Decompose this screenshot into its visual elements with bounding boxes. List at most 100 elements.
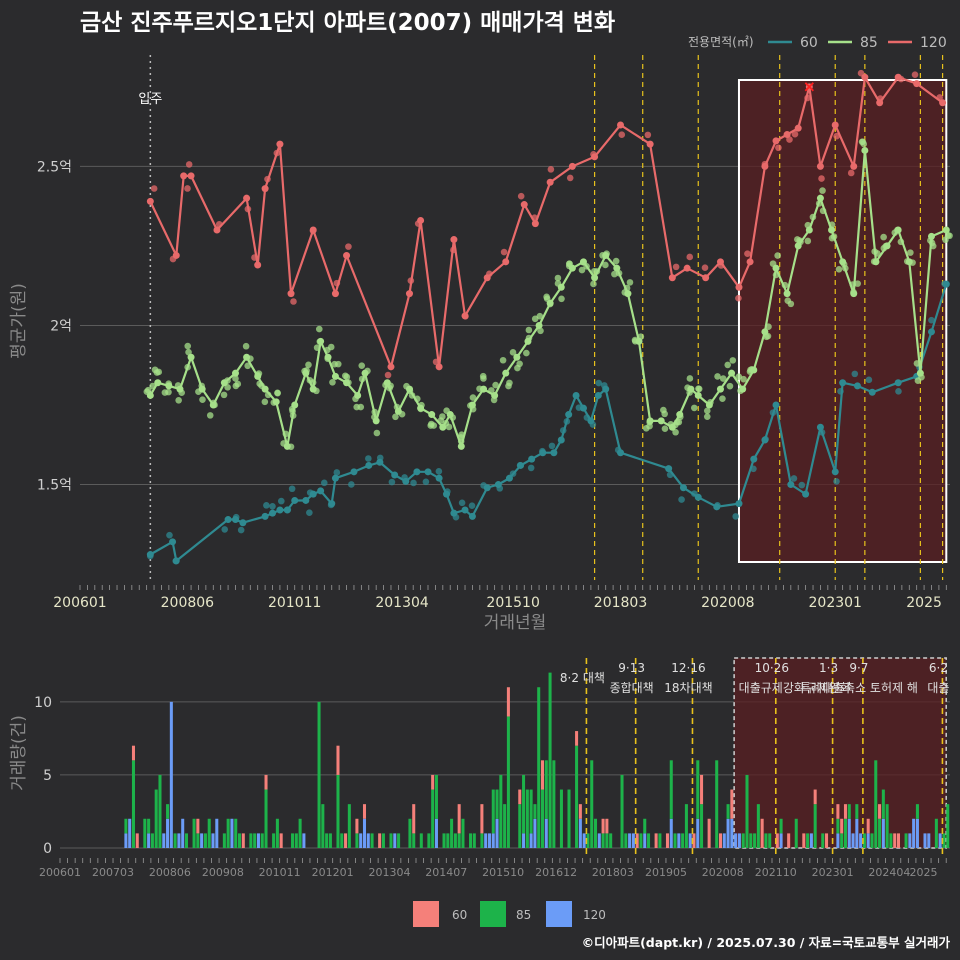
- scatter-point-60: [458, 499, 466, 507]
- volume-bar-60: [279, 833, 283, 848]
- volume-bar-60: [866, 818, 870, 834]
- volume-bar-85: [885, 804, 889, 848]
- scatter-point-120: [500, 248, 508, 256]
- volume-bar-85: [147, 818, 151, 834]
- volume-bar-85: [684, 804, 688, 848]
- volume-bar-120: [915, 818, 919, 848]
- volume-bar-85: [594, 818, 598, 848]
- scatter-point-60: [388, 478, 396, 486]
- main-x-tick-label: 202301: [809, 595, 862, 611]
- volume-bar-85: [870, 833, 874, 848]
- scatter-point-60: [348, 481, 355, 488]
- volume-bar-85: [192, 818, 196, 848]
- volume-bar-60: [506, 687, 510, 717]
- volume-bar-85: [472, 833, 476, 848]
- volume-bar-85: [184, 833, 189, 848]
- scatter-point-85: [244, 362, 251, 370]
- scatter-point-120: [791, 130, 799, 138]
- main-x-tick-label: 201803: [594, 595, 647, 611]
- volume-bar-60: [540, 760, 545, 790]
- policy-name-label: 8·2 대책: [560, 670, 605, 685]
- scatter-point-120: [735, 294, 742, 302]
- volume-bar-120: [166, 818, 170, 848]
- volume-bar-60: [362, 804, 367, 819]
- volume-bar-60: [700, 774, 704, 805]
- scatter-point-85: [794, 236, 801, 243]
- volume-bar-120: [128, 818, 132, 848]
- scatter-point-120: [818, 175, 825, 182]
- scatter-point-85: [353, 403, 361, 411]
- volume-bar-85: [840, 833, 844, 848]
- volume-bar-120: [362, 818, 367, 848]
- volume-bar-85: [768, 833, 772, 848]
- policy-date-label: 12·16: [671, 661, 705, 675]
- volume-bar-85: [605, 833, 609, 848]
- scatter-point-60: [678, 496, 685, 503]
- scatter-point-60: [928, 316, 935, 324]
- bar-x-tick-label: 201612: [535, 866, 577, 879]
- volume-bar-85: [764, 833, 768, 848]
- scatter-point-85: [724, 361, 732, 369]
- volume-bar-85: [355, 833, 359, 848]
- volume-chart: 0 5 10 8·2 대책 9·13 종합대책 12·16 18차대책 10·26 대출규제강화 1…: [34, 657, 950, 879]
- scatter-point-85: [525, 326, 533, 334]
- main-x-tick-label: 2025: [906, 595, 942, 611]
- volume-bar-85: [639, 833, 643, 848]
- volume-bar-85: [934, 818, 938, 848]
- volume-bar-120: [734, 833, 738, 848]
- bar-x-tick-label: 200908: [202, 866, 244, 879]
- scatter-point-60: [865, 376, 873, 384]
- scatter-point-85: [880, 233, 887, 241]
- volume-bar-85: [889, 833, 893, 848]
- scatter-point-85: [165, 388, 172, 396]
- volume-bar-85: [813, 804, 817, 848]
- volume-bar-60: [787, 833, 791, 848]
- volume-bar-85: [249, 833, 253, 848]
- volume-bar-85: [624, 833, 628, 848]
- scatter-point-60: [422, 478, 430, 486]
- volume-bar-85: [673, 833, 677, 848]
- scatter-point-85: [329, 379, 336, 386]
- volume-bar-120: [847, 818, 851, 848]
- volume-bar-85: [643, 818, 647, 834]
- volume-bar-85: [272, 833, 276, 848]
- scatter-point-60: [435, 468, 443, 475]
- volume-bar-60: [825, 833, 829, 848]
- scatter-point-85: [695, 385, 703, 393]
- volume-bar-85: [203, 833, 207, 848]
- scatter-point-60: [263, 502, 270, 509]
- bar-x-tick-label: 201304: [368, 866, 410, 879]
- scatter-point-120: [290, 298, 297, 305]
- series-line-120: [149, 76, 944, 368]
- volume-bar-120: [737, 833, 741, 848]
- volume-bar-60: [843, 804, 847, 819]
- scatter-point-85: [358, 362, 366, 369]
- volume-bar-60: [264, 774, 268, 790]
- volume-bar-120: [200, 833, 204, 848]
- volume-bar-85: [548, 672, 552, 848]
- volume-bar-120: [162, 833, 166, 848]
- volume-bar-60: [836, 804, 840, 819]
- scatter-point-60: [333, 469, 341, 476]
- scatter-point-120: [547, 166, 555, 173]
- volume-bar-120: [256, 833, 260, 848]
- volume-bar-120: [912, 818, 916, 848]
- bar-legend-60: 60: [452, 908, 467, 922]
- volume-bar-85: [586, 833, 590, 848]
- volume-bar-85: [946, 804, 950, 848]
- volume-bar-120: [927, 833, 931, 848]
- volume-bar-60: [718, 833, 723, 848]
- volume-bar-85: [567, 789, 571, 848]
- volume-bar-120: [669, 818, 673, 848]
- volume-bar-85: [544, 760, 548, 819]
- volume-bar-85: [253, 833, 257, 848]
- volume-bar-85: [753, 833, 757, 848]
- scatter-point-60: [798, 481, 806, 489]
- highlight-box: [737, 79, 948, 563]
- scatter-point-120: [847, 169, 855, 177]
- volume-bar-120: [696, 818, 700, 848]
- scatter-point-60: [595, 379, 603, 387]
- volume-bar-85: [298, 818, 302, 848]
- volume-bar-85: [533, 804, 537, 819]
